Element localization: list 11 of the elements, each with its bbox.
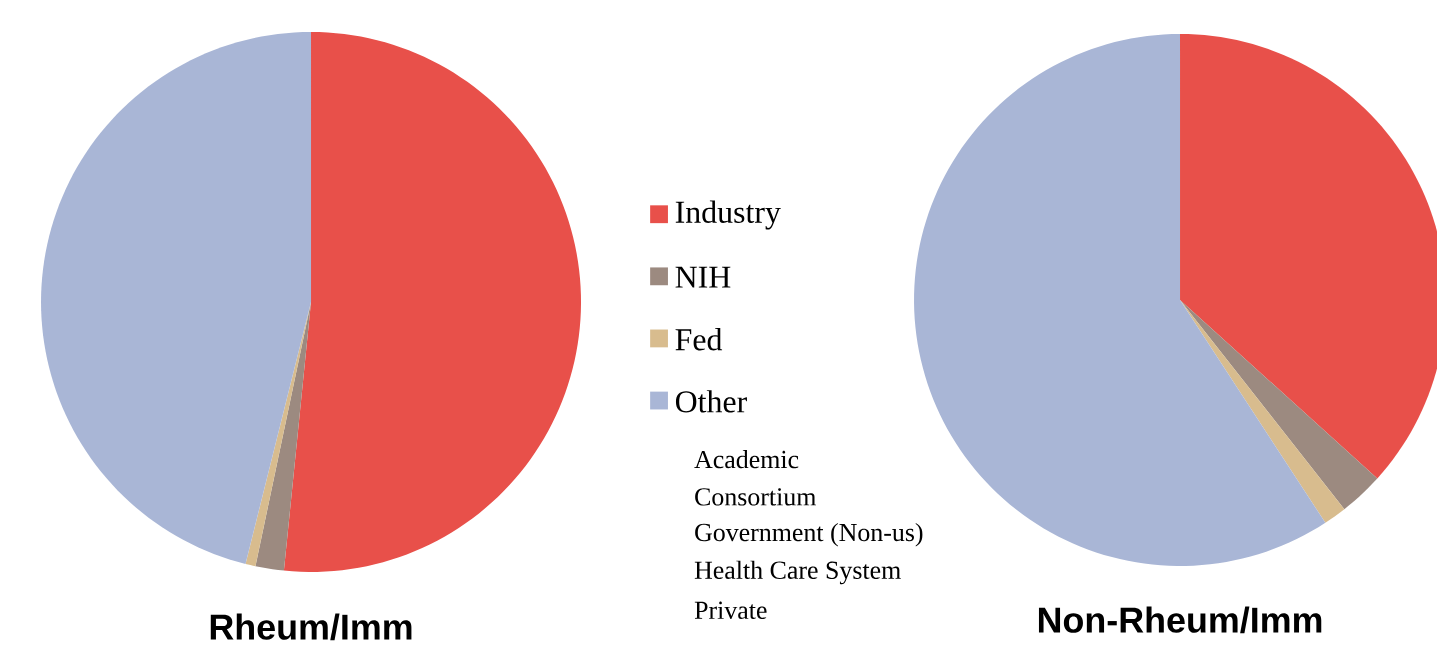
text: Consortium bbox=[695, 488, 817, 506]
text: Rheum/Imm bbox=[210, 613, 412, 641]
text: Government (Non-us) bbox=[695, 522, 923, 547]
text: Academic bbox=[694, 450, 799, 469]
text: Private bbox=[694, 601, 767, 620]
text: Health Care System bbox=[694, 560, 901, 585]
text: Non-Rheum/Imm bbox=[1038, 606, 1322, 634]
legend-label: Industry bbox=[675, 200, 781, 230]
legend-label: Other bbox=[675, 390, 747, 413]
legend-label: NIH bbox=[675, 266, 731, 288]
legend-label: Fed bbox=[675, 328, 723, 351]
